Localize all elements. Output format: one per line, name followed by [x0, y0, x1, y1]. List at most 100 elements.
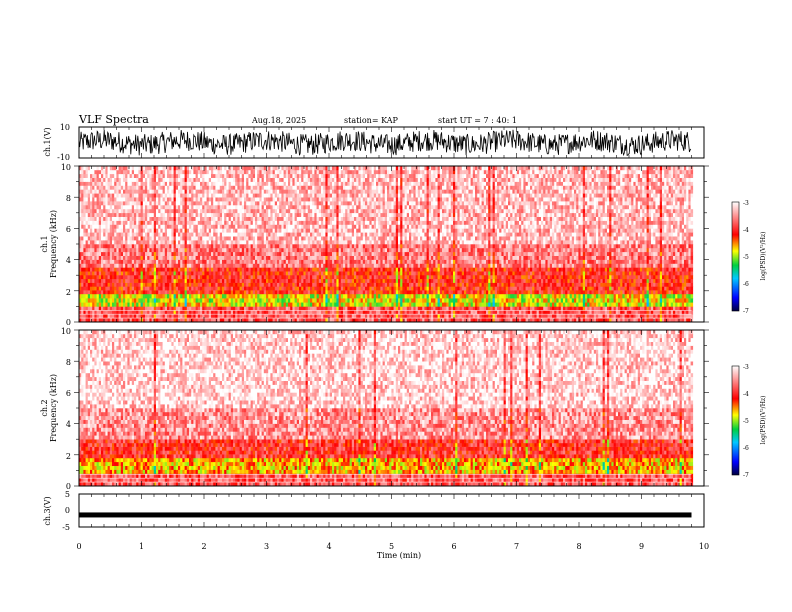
spectrogram-cell	[200, 263, 203, 268]
spectrogram-cell	[345, 220, 348, 225]
spectrogram-cell	[96, 185, 100, 190]
spectrogram-cell	[329, 169, 333, 175]
spectrogram-cell	[303, 255, 306, 260]
spectrogram-cell	[270, 255, 273, 260]
spectrogram-cell	[248, 282, 251, 287]
spectrogram-cell	[164, 232, 168, 237]
spectrogram-cell	[169, 290, 172, 295]
spectrogram-cell	[312, 212, 315, 217]
spectrogram-cell	[307, 290, 311, 295]
spectrogram-cell	[83, 267, 86, 272]
spectrogram-cell	[334, 216, 337, 221]
spectrogram-cell	[301, 278, 304, 283]
spectrogram-cell	[162, 244, 166, 249]
spectrogram-cell	[118, 208, 122, 214]
spectrogram-cell	[158, 290, 161, 295]
spectrogram-cell	[96, 259, 100, 264]
spectrogram-cell	[261, 212, 265, 217]
spectrogram-cell	[316, 278, 320, 283]
spectrogram-cell	[158, 228, 161, 233]
spectrogram-cell	[169, 166, 172, 171]
spectrogram-cell	[118, 193, 122, 198]
spectrogram-cell	[129, 247, 133, 253]
spectrogram-cell	[204, 193, 207, 198]
spectrogram-cell	[310, 298, 313, 303]
spectrogram-cell	[305, 286, 309, 291]
spectrogram-cell	[274, 173, 278, 178]
spectrogram-cell	[112, 293, 115, 299]
spectrogram-cell	[217, 177, 221, 182]
spectrogram-cell	[312, 236, 315, 241]
spectrogram-cell	[131, 275, 135, 280]
spectrogram-cell	[261, 263, 265, 268]
spectrogram-cell	[281, 244, 284, 249]
spectrogram-cell	[263, 240, 267, 245]
spectrogram-cell	[244, 236, 247, 241]
spectrogram-cell	[340, 286, 344, 291]
spectrogram-cell	[228, 205, 232, 210]
spectrogram-cell	[101, 224, 104, 229]
spectrogram-cell	[204, 278, 207, 283]
spectrogram-cell	[184, 185, 188, 190]
spectrogram-cell	[123, 185, 126, 190]
spectrogram-cell	[237, 298, 240, 303]
spectrogram-cell	[255, 306, 258, 311]
spectrogram-cell	[219, 247, 223, 253]
spectrogram-cell	[261, 302, 265, 307]
spectrogram-cell	[312, 240, 315, 245]
spectrogram-cell	[169, 259, 172, 264]
spectrogram-cell	[259, 244, 262, 249]
spectrogram-cell	[125, 232, 128, 237]
spectrogram-cell	[285, 201, 289, 206]
spectrogram-cell	[79, 181, 82, 186]
spectrogram-cell	[158, 177, 161, 182]
spectrogram-cell	[323, 228, 326, 233]
spectrogram-cell	[105, 306, 108, 311]
spectrogram-cell	[112, 271, 115, 276]
spectrogram-cell	[151, 232, 155, 237]
spectrogram-cell	[312, 314, 315, 319]
spectrogram-cell	[92, 310, 95, 315]
spectrogram-cell	[147, 306, 150, 311]
spectrogram-cell	[314, 286, 317, 291]
spectrogram-cell	[120, 216, 124, 221]
spectrogram-cell	[250, 205, 254, 210]
spectrogram-cell	[257, 169, 260, 175]
spectrogram-cell	[120, 169, 124, 175]
spectrogram-cell	[118, 201, 122, 206]
spectrogram-cell	[123, 271, 126, 276]
spectrogram-cell	[301, 293, 304, 299]
spectrogram-cell	[94, 212, 97, 217]
spectrogram-cell	[235, 201, 238, 206]
spectrogram-cell	[127, 216, 130, 221]
spectrogram-cell	[343, 293, 346, 299]
spectrogram-cell	[334, 286, 337, 291]
spectrogram-cell	[334, 205, 337, 210]
spectrogram-cell	[268, 201, 271, 206]
spectrogram-cell	[118, 259, 122, 264]
spectrogram-cell	[85, 298, 89, 303]
spectrogram-cell	[107, 267, 111, 272]
spectrogram-cell	[211, 193, 214, 198]
spectrogram-cell	[334, 247, 337, 253]
spectrogram-cell	[336, 244, 339, 249]
spectrogram-cell	[211, 306, 214, 311]
spectrogram-cell	[255, 263, 258, 268]
spectrogram-cell	[301, 185, 304, 190]
spectrogram-cell	[114, 318, 117, 323]
spectrogram-cell	[285, 220, 289, 225]
spectrogram-cell	[92, 293, 95, 299]
spectrogram-cell	[184, 232, 188, 237]
spectrogram-cell	[213, 267, 216, 272]
spectrogram-cell	[131, 205, 135, 210]
spectrogram-cell	[228, 228, 232, 233]
spectrogram-cell	[79, 212, 82, 217]
spectrogram-cell	[270, 275, 273, 280]
spectrogram-cell	[193, 293, 196, 299]
spectrogram-cell	[191, 286, 194, 291]
spectrogram-cell	[299, 240, 302, 245]
spectrogram-cell	[241, 275, 245, 280]
spectrogram-cell	[90, 169, 93, 175]
spectrogram-cell	[255, 193, 258, 198]
spectrogram-cell	[162, 212, 166, 217]
